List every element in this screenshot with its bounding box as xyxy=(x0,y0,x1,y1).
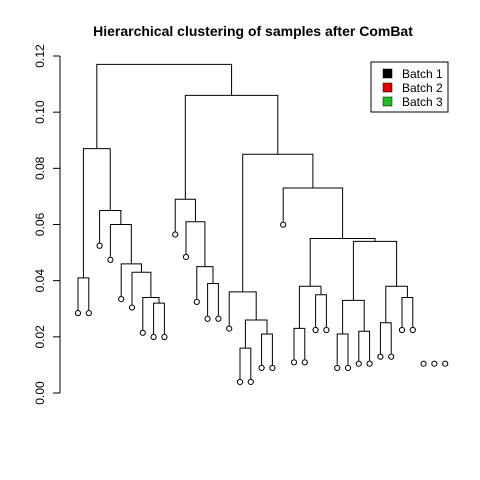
leaf-point xyxy=(128,304,136,311)
legend-swatch-batch-3 xyxy=(382,96,393,107)
dendrogram-branch xyxy=(239,347,252,379)
leaf-point xyxy=(366,360,373,367)
dendrogram-branch xyxy=(185,221,206,267)
dendrogram-tree xyxy=(77,63,414,379)
dendrogram-branch xyxy=(242,153,314,292)
dendrogram-branch xyxy=(358,330,371,361)
leaf-point xyxy=(323,326,330,334)
leaf-point xyxy=(172,231,179,238)
leaf-point xyxy=(398,326,406,334)
dendrogram-branch xyxy=(82,148,111,278)
leaf-point xyxy=(96,242,103,249)
legend-label-batch-3: Batch 3 xyxy=(402,95,443,109)
leaf-point xyxy=(193,298,200,306)
dendrogram-branch xyxy=(315,294,327,328)
dendrogram-branch xyxy=(282,187,344,239)
dendrogram-branch xyxy=(196,266,214,299)
leaf-point xyxy=(431,360,438,367)
y-tick-label: 0.10 xyxy=(33,100,47,124)
leaf-point xyxy=(312,326,319,334)
legend-label-batch-1: Batch 1 xyxy=(402,67,443,81)
y-tick-label: 0.02 xyxy=(33,325,47,349)
y-tick-label: 0.12 xyxy=(33,44,47,68)
leaf-point xyxy=(226,325,233,332)
dendrogram-branch xyxy=(298,285,322,329)
legend: Batch 1 Batch 2 Batch 3 xyxy=(370,61,449,113)
dendrogram-branch xyxy=(352,240,398,301)
legend-label-batch-2: Batch 2 xyxy=(402,81,443,95)
leaf-point xyxy=(204,315,211,322)
leaf-point xyxy=(215,315,222,322)
dendrogram-branch xyxy=(379,322,392,354)
leaf-point xyxy=(161,333,168,341)
legend-swatch-batch-2 xyxy=(382,82,393,93)
y-tick-label: 0.00 xyxy=(33,381,47,405)
leaf-point xyxy=(301,359,308,366)
y-tick-label: 0.04 xyxy=(33,269,47,293)
leaf-point xyxy=(258,364,265,372)
leaf-point xyxy=(236,378,244,386)
dendrogram-branch xyxy=(184,94,279,200)
dendrogram-branch xyxy=(131,271,152,305)
leaf-point xyxy=(420,360,427,367)
dendrogram-branch xyxy=(336,333,349,365)
leaf-point xyxy=(247,378,254,386)
dendrogram-branch xyxy=(96,63,233,149)
leaf-point xyxy=(409,326,416,334)
dendrogram-branch xyxy=(309,238,376,287)
legend-swatch-batch-1 xyxy=(382,68,393,79)
dendrogram-branch xyxy=(207,282,219,316)
leaf-point xyxy=(280,221,287,228)
dendrogram-branch xyxy=(174,198,196,232)
leaf-point xyxy=(118,296,125,303)
dendrogram-branch xyxy=(261,333,273,365)
dendrogram-branch xyxy=(293,327,306,360)
leaf-point xyxy=(150,333,157,341)
leaf-point xyxy=(334,364,341,372)
dendrogram-branch xyxy=(109,224,132,264)
y-tick-label: 0.08 xyxy=(33,156,47,180)
leaf-point xyxy=(355,360,362,367)
leaf-point xyxy=(290,359,298,366)
dendrogram-branch xyxy=(77,277,90,311)
y-tick-label: 0.06 xyxy=(33,212,47,236)
dendrogram-branch xyxy=(120,263,142,297)
leaf-point xyxy=(269,364,276,372)
leaf-point xyxy=(85,310,92,317)
leaf-point xyxy=(388,353,395,360)
leaf-point xyxy=(74,310,82,317)
dendrogram-branch xyxy=(142,297,160,330)
leaf-point xyxy=(377,353,384,360)
dendrogram-branch xyxy=(342,299,365,335)
leaf-markers xyxy=(74,221,449,386)
dendrogram-branch xyxy=(228,291,257,326)
dendrogram-branch xyxy=(401,297,414,328)
leaf-point xyxy=(344,364,352,372)
leaf-point xyxy=(442,360,449,367)
leaf-point xyxy=(182,253,190,261)
dendrogram-branch xyxy=(153,302,165,335)
leaf-point xyxy=(139,329,146,336)
dendrogram-branch xyxy=(385,285,408,323)
leaf-point xyxy=(107,256,114,263)
y-axis: 0.00 0.02 0.04 0.06 0.08 0.10 0.12 xyxy=(33,44,61,405)
chart-title: Hierarchical clustering of samples after… xyxy=(93,23,413,39)
